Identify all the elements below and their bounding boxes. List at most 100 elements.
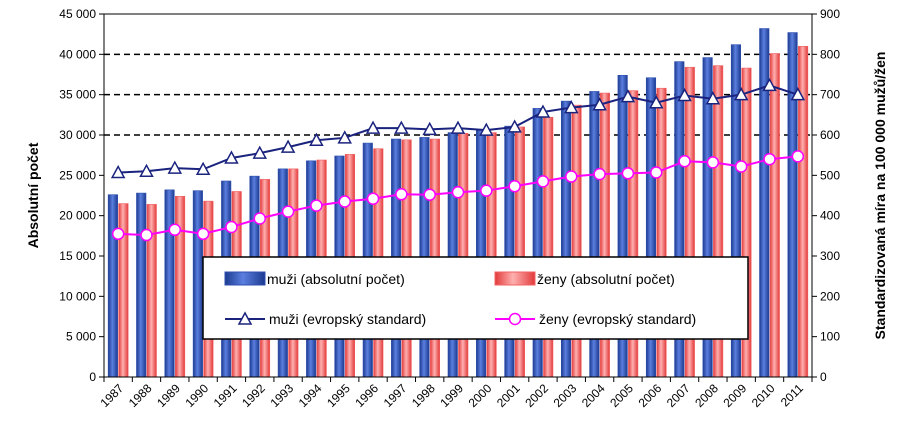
x-tick-label-1989: 1989 (154, 381, 183, 410)
marker-zeny-2008 (706, 156, 720, 169)
legend-label-3: ženy (evropský standard) (539, 311, 696, 327)
legend-swatch-1 (494, 271, 536, 286)
marker-muzi-1992 (252, 145, 268, 159)
marker-zeny-1987 (111, 227, 125, 241)
legend-items: muži (absolutní počet) ženy (absolutní po… (224, 271, 696, 327)
x-tick-label-2009: 2009 (721, 381, 750, 410)
marker-muzi-2007 (677, 87, 692, 102)
x-tick-label-1992: 1992 (239, 381, 268, 410)
marker-zeny-2005 (621, 167, 635, 180)
marker-zeny-2006 (649, 166, 663, 179)
bar-muzi-1999 (447, 132, 458, 378)
marker-zeny-1999 (451, 186, 465, 199)
x-tick-label-1993: 1993 (267, 381, 296, 410)
y-right-tick-label-4: 400 (820, 209, 840, 223)
legend-label-1: ženy (absolutní počet) (537, 271, 675, 287)
x-tick-label-1991: 1991 (211, 381, 240, 410)
marker-zeny-2000 (480, 184, 493, 197)
x-tick-label-1990: 1990 (182, 381, 211, 410)
marker-zeny-1997 (395, 188, 408, 201)
bar-zeny-2010 (769, 53, 780, 378)
bar-zeny-1989 (175, 196, 186, 378)
y-right-tick-label-7: 700 (820, 88, 840, 102)
marker-zeny-2011 (791, 150, 805, 163)
x-tick-label-2008: 2008 (692, 381, 721, 410)
y-right-axis-ticks: 0 100 200 300 400 500 600 700 800 900 (812, 7, 840, 384)
marker-zeny-1989 (168, 223, 182, 237)
marker-muzi-1987 (110, 164, 126, 179)
marker-zeny-1990 (196, 227, 210, 241)
bar-zeny-2000 (486, 132, 497, 378)
x-tick-label-2006: 2006 (636, 381, 665, 410)
x-tick-label-2010: 2010 (749, 381, 778, 410)
y-right-tick-label-6: 600 (820, 128, 840, 142)
marker-muzi-2004 (592, 97, 607, 111)
marker-zeny-1992 (253, 212, 267, 225)
y-right-tick-label-0: 0 (820, 370, 827, 384)
y-left-tick-label-8: 40 000 (59, 47, 96, 61)
marker-muzi-2002 (535, 104, 551, 118)
y-right-tick-label-2: 200 (820, 289, 840, 303)
marker-zeny-1991 (225, 220, 238, 234)
bar-muzi-2000 (476, 129, 487, 378)
x-tick-label-1995: 1995 (324, 381, 353, 410)
marker-zeny-2009 (734, 160, 748, 173)
y-left-axis-ticks: 0 5 000 10 000 15 000 20 000 25 000 30 000 35 0… (59, 7, 104, 384)
marker-muzi-2008 (705, 91, 721, 105)
marker-muzi-1995 (337, 130, 352, 144)
bar-muzi-2011 (787, 32, 798, 378)
y-left-tick-label-6: 30 000 (59, 128, 96, 142)
marker-zeny-1998 (423, 188, 436, 201)
marker-muzi-1990 (195, 161, 211, 176)
y-right-axis-title: Standardizovaná míra na 100 000 mužů/žen (872, 52, 888, 340)
marker-zeny-2002 (536, 175, 550, 188)
legend-box (202, 256, 749, 340)
y-left-tick-label-2: 10 000 (59, 289, 96, 303)
bar-muzi-1988 (136, 192, 147, 378)
marker-zeny-1996 (366, 192, 380, 205)
legend-marker-2 (237, 311, 253, 325)
x-tick-label-1987: 1987 (97, 381, 126, 410)
y-left-axis-title: Absolutní počet (25, 142, 41, 248)
marker-muzi-2000 (479, 122, 494, 136)
x-tick-label-1999: 1999 (437, 381, 466, 410)
marker-zeny-1995 (338, 195, 351, 208)
marker-muzi-1993 (280, 139, 296, 153)
x-tick-label-2004: 2004 (579, 381, 608, 410)
bar-muzi-1987 (107, 194, 118, 378)
marker-zeny-1994 (310, 199, 323, 212)
y-right-tick-label-8: 800 (820, 47, 840, 61)
x-tick-label-2001: 2001 (494, 381, 523, 410)
marker-zeny-2001 (508, 179, 521, 193)
y-right-tick-label-5: 500 (820, 168, 840, 182)
lines (110, 77, 806, 242)
x-tick-label-2002: 2002 (522, 381, 551, 410)
marker-muzi-2006 (648, 95, 664, 109)
marker-muzi-2010 (762, 77, 777, 92)
marker-muzi-2005 (620, 89, 636, 103)
marker-muzi-1999 (450, 120, 466, 134)
x-tick-label-2011: 2011 (778, 381, 806, 409)
marker-muzi-1994 (309, 132, 324, 146)
marker-muzi-1989 (167, 160, 183, 174)
marker-zeny-2003 (565, 170, 578, 183)
marker-zeny-2010 (763, 152, 776, 166)
x-tick-label-1988: 1988 (126, 381, 155, 410)
bar-muzi-1990 (192, 190, 203, 378)
marker-muzi-1988 (139, 163, 154, 178)
y-left-tick-label-3: 15 000 (59, 249, 96, 263)
x-tick-label-2000: 2000 (466, 381, 495, 410)
y-left-tick-label-4: 20 000 (59, 209, 96, 223)
legend-marker-3 (508, 312, 522, 326)
y-right-tick-label-3: 300 (820, 249, 840, 263)
x-axis-ticks: 1987 1988 1989 1990 1991 1992 1993 1994 1995 1996… (97, 377, 813, 410)
legend: muži (absolutní počet) ženy (absolutní po… (202, 256, 749, 340)
marker-zeny-1988 (140, 228, 153, 242)
x-tick-label-1998: 1998 (409, 381, 438, 410)
y-left-tick-label-1: 5 000 (66, 330, 96, 344)
y-left-tick-label-7: 35 000 (59, 88, 96, 102)
legend-label-0: muži (absolutní počet) (267, 271, 405, 287)
x-tick-label-2003: 2003 (551, 381, 580, 410)
marker-muzi-1991 (224, 150, 239, 164)
